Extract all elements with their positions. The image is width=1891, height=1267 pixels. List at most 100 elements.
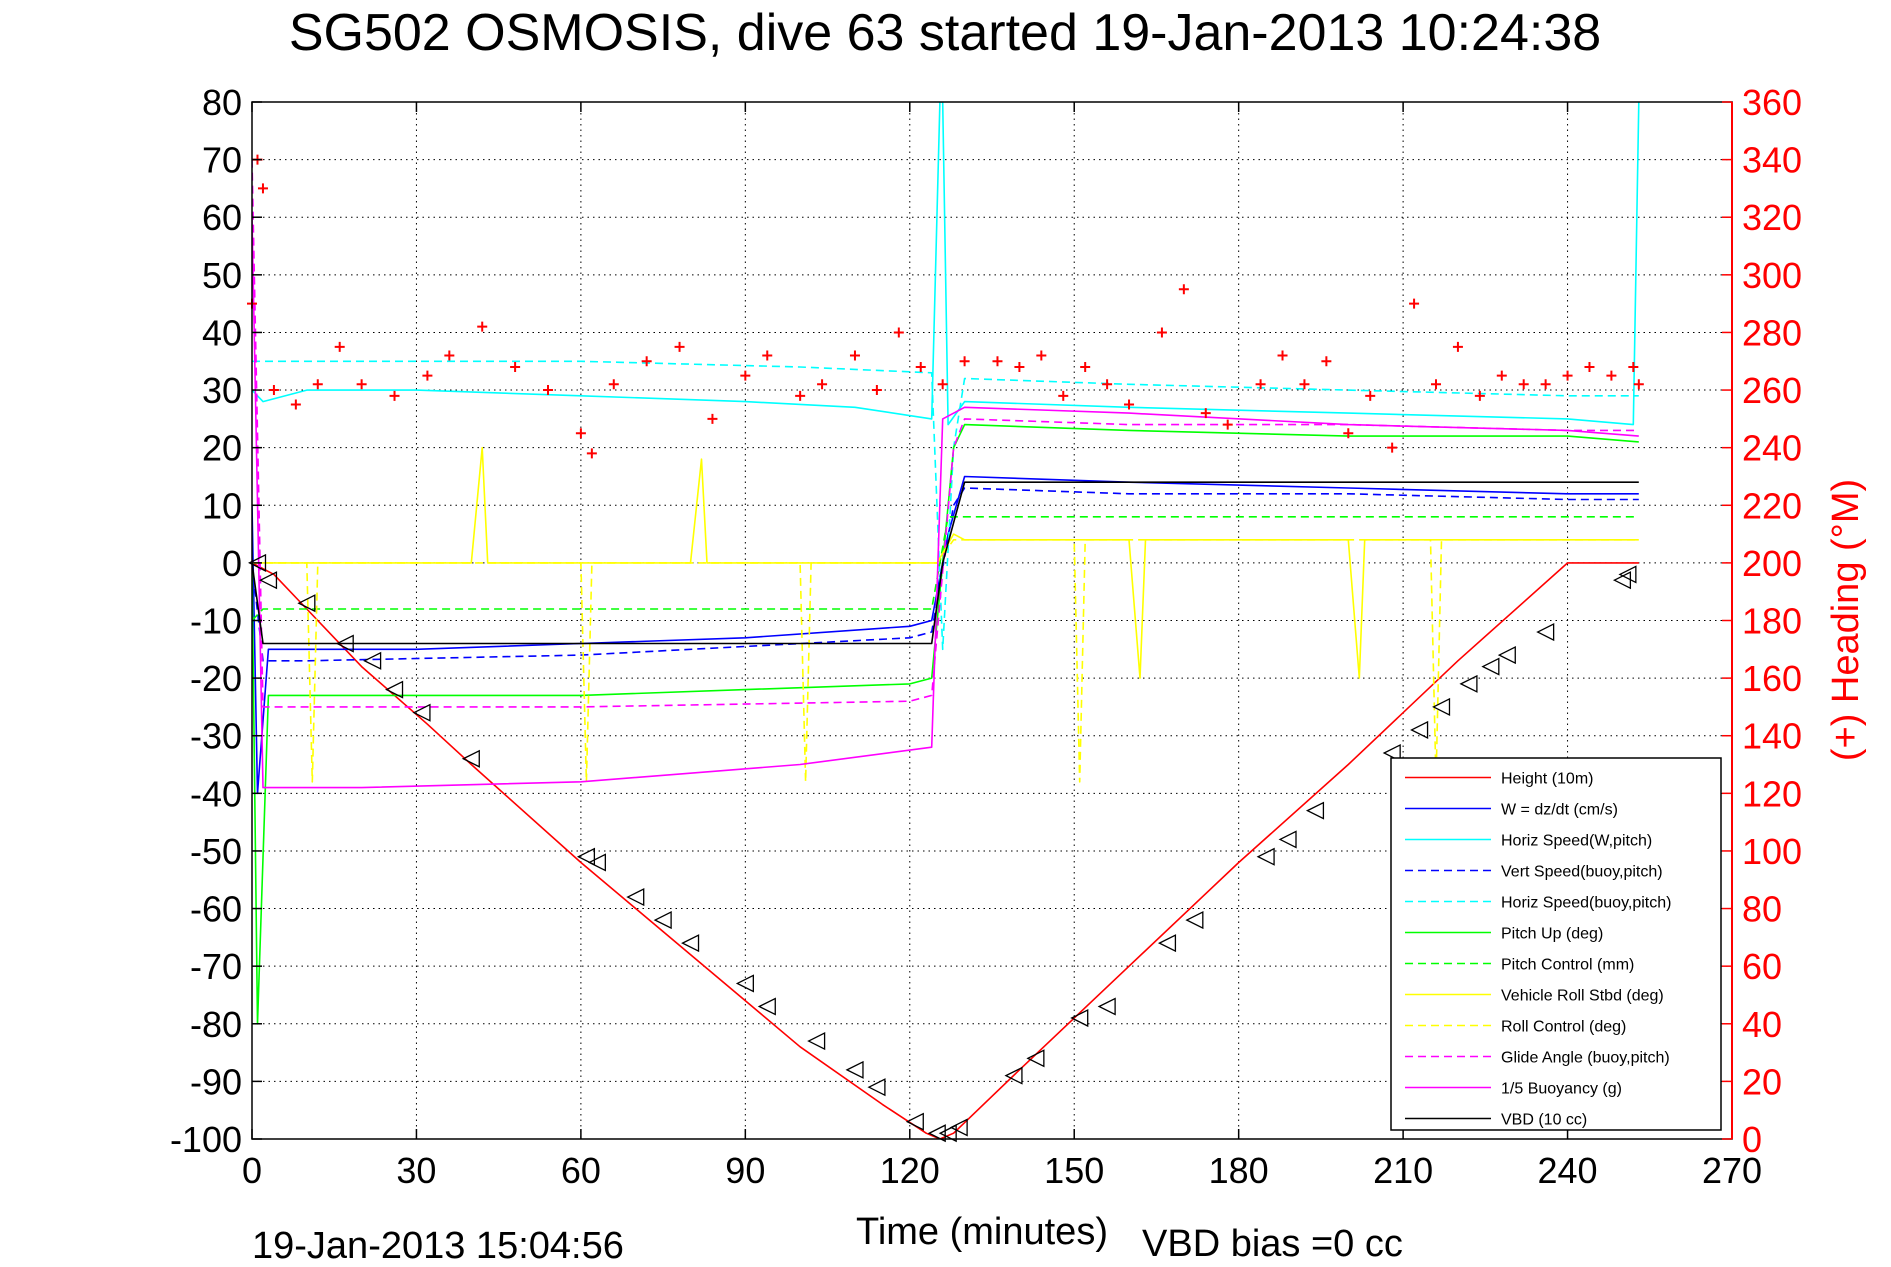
series-line-2: [252, 102, 1640, 426]
depth-marker: [1278, 830, 1297, 849]
x-tick-label: 90: [725, 1150, 765, 1191]
chart-title: SG502 OSMOSIS, dive 63 started 19-Jan-20…: [289, 4, 1601, 62]
depth-marker: [1256, 847, 1275, 866]
depth-marker: [757, 997, 776, 1016]
depth-marker: [385, 680, 404, 699]
y2-tick-label: 180: [1742, 601, 1802, 642]
heading-point: [543, 385, 553, 396]
depth-marker: [905, 1112, 924, 1131]
heading-point: [290, 399, 301, 410]
depth-marker: [1097, 997, 1116, 1016]
heading-point: [586, 448, 597, 459]
legend-label: Pitch Control (mm): [1501, 957, 1634, 974]
series-line-8: [252, 538, 1639, 783]
depth-marker: [807, 1032, 826, 1051]
heading-point: [992, 356, 1003, 367]
y-tick-label: 30: [202, 370, 242, 411]
heading-point: [510, 362, 521, 373]
tick-layer: 0 30 60 90 120 150 180 210 240 270 80 70 60 50 40 30 20 1…: [170, 82, 1802, 1191]
depth-marker: [845, 1060, 864, 1079]
depth-marker: [681, 934, 700, 953]
heading-point: [1200, 408, 1211, 419]
y2-tick-label: 100: [1742, 831, 1802, 872]
y-tick-label: -100: [170, 1119, 242, 1160]
y2-tick-label: 220: [1742, 485, 1802, 526]
heading-point: [817, 379, 828, 390]
heading-point: [444, 350, 455, 361]
y-tick-label: 70: [202, 140, 242, 181]
depth-marker: [1432, 697, 1451, 716]
y-tick-label: -20: [190, 658, 242, 699]
depth-marker: [461, 749, 480, 768]
heading-point: [740, 370, 751, 381]
heading-layer: [247, 154, 1644, 459]
heading-point: [641, 356, 652, 367]
depth-marker: [1618, 565, 1637, 584]
y-tick-label: 50: [202, 255, 242, 296]
series-line-6: [252, 515, 1639, 622]
heading-point: [1321, 356, 1332, 367]
x-tick-label: 60: [561, 1150, 601, 1191]
depth-marker: [1004, 1066, 1023, 1085]
heading-point: [915, 362, 926, 373]
legend-label: W = dz/dt (cm/s): [1501, 802, 1618, 819]
depth-marker: [297, 594, 316, 613]
depth-marker: [258, 571, 278, 590]
y-tick-label: 10: [202, 485, 242, 526]
y2-tick-label: 40: [1742, 1004, 1782, 1045]
heading-point: [1343, 428, 1354, 439]
legend-label: Horiz Speed(buoy,pitch): [1501, 895, 1671, 912]
y-tick-label: -50: [190, 831, 242, 872]
heading-point: [707, 413, 718, 424]
legend-label: VBD (10 cc): [1501, 1112, 1587, 1129]
depth-marker: [867, 1078, 886, 1097]
y2-tick-label: 240: [1742, 428, 1802, 469]
heading-point: [1540, 379, 1551, 390]
depth-marker: [335, 634, 354, 653]
heading-point: [1452, 341, 1463, 352]
y2-tick-label: 340: [1742, 140, 1802, 181]
depth-marker: [1410, 720, 1429, 740]
heading-point: [422, 370, 433, 381]
y-tick-label: 60: [202, 197, 242, 238]
heading-point: [1409, 298, 1420, 309]
heading-point: [312, 379, 323, 390]
legend-label: Roll Control (deg): [1501, 1019, 1626, 1036]
heading-point: [1474, 390, 1485, 401]
y-tick-label: -40: [190, 773, 242, 814]
y-tick-label: 80: [202, 82, 242, 123]
x-tick-label: 210: [1373, 1150, 1433, 1191]
depth-marker: [927, 1124, 946, 1143]
legend-label: 1/5 Buoyancy (g): [1501, 1081, 1622, 1098]
legend-label: Height (10m): [1501, 771, 1593, 788]
heading-point: [1255, 379, 1266, 390]
depth-marker: [1026, 1049, 1045, 1068]
heading-point: [1102, 379, 1113, 390]
heading-point: [849, 350, 860, 361]
depth-marker: [587, 853, 606, 872]
y-tick-label: -70: [190, 946, 242, 987]
y2-tick-label: 60: [1742, 946, 1782, 987]
heading-point: [1606, 370, 1617, 381]
depth-marker: [576, 847, 596, 866]
heading-point: [1277, 350, 1288, 361]
heading-point: [1633, 379, 1644, 390]
x-tick-label: 270: [1702, 1150, 1762, 1191]
y-tick-label: -30: [190, 716, 242, 757]
legend-label: Vehicle Roll Stbd (deg): [1501, 988, 1664, 1005]
heading-point: [1156, 327, 1167, 338]
depth-marker: [938, 1124, 957, 1143]
heading-point: [389, 390, 400, 401]
heading-point: [1365, 390, 1376, 401]
depth-marker: [1305, 801, 1325, 820]
y2-tick-label: 300: [1742, 255, 1802, 296]
heading-point: [257, 183, 268, 194]
y-tick-label: -80: [190, 1004, 242, 1045]
depth-marker: [1497, 646, 1516, 665]
x-tick-label: 150: [1044, 1150, 1104, 1191]
legend-label: Horiz Speed(W,pitch): [1501, 833, 1652, 850]
series-line-4: [252, 360, 1639, 651]
heading-point: [1628, 362, 1639, 373]
y2-tick-label: 160: [1742, 658, 1802, 699]
